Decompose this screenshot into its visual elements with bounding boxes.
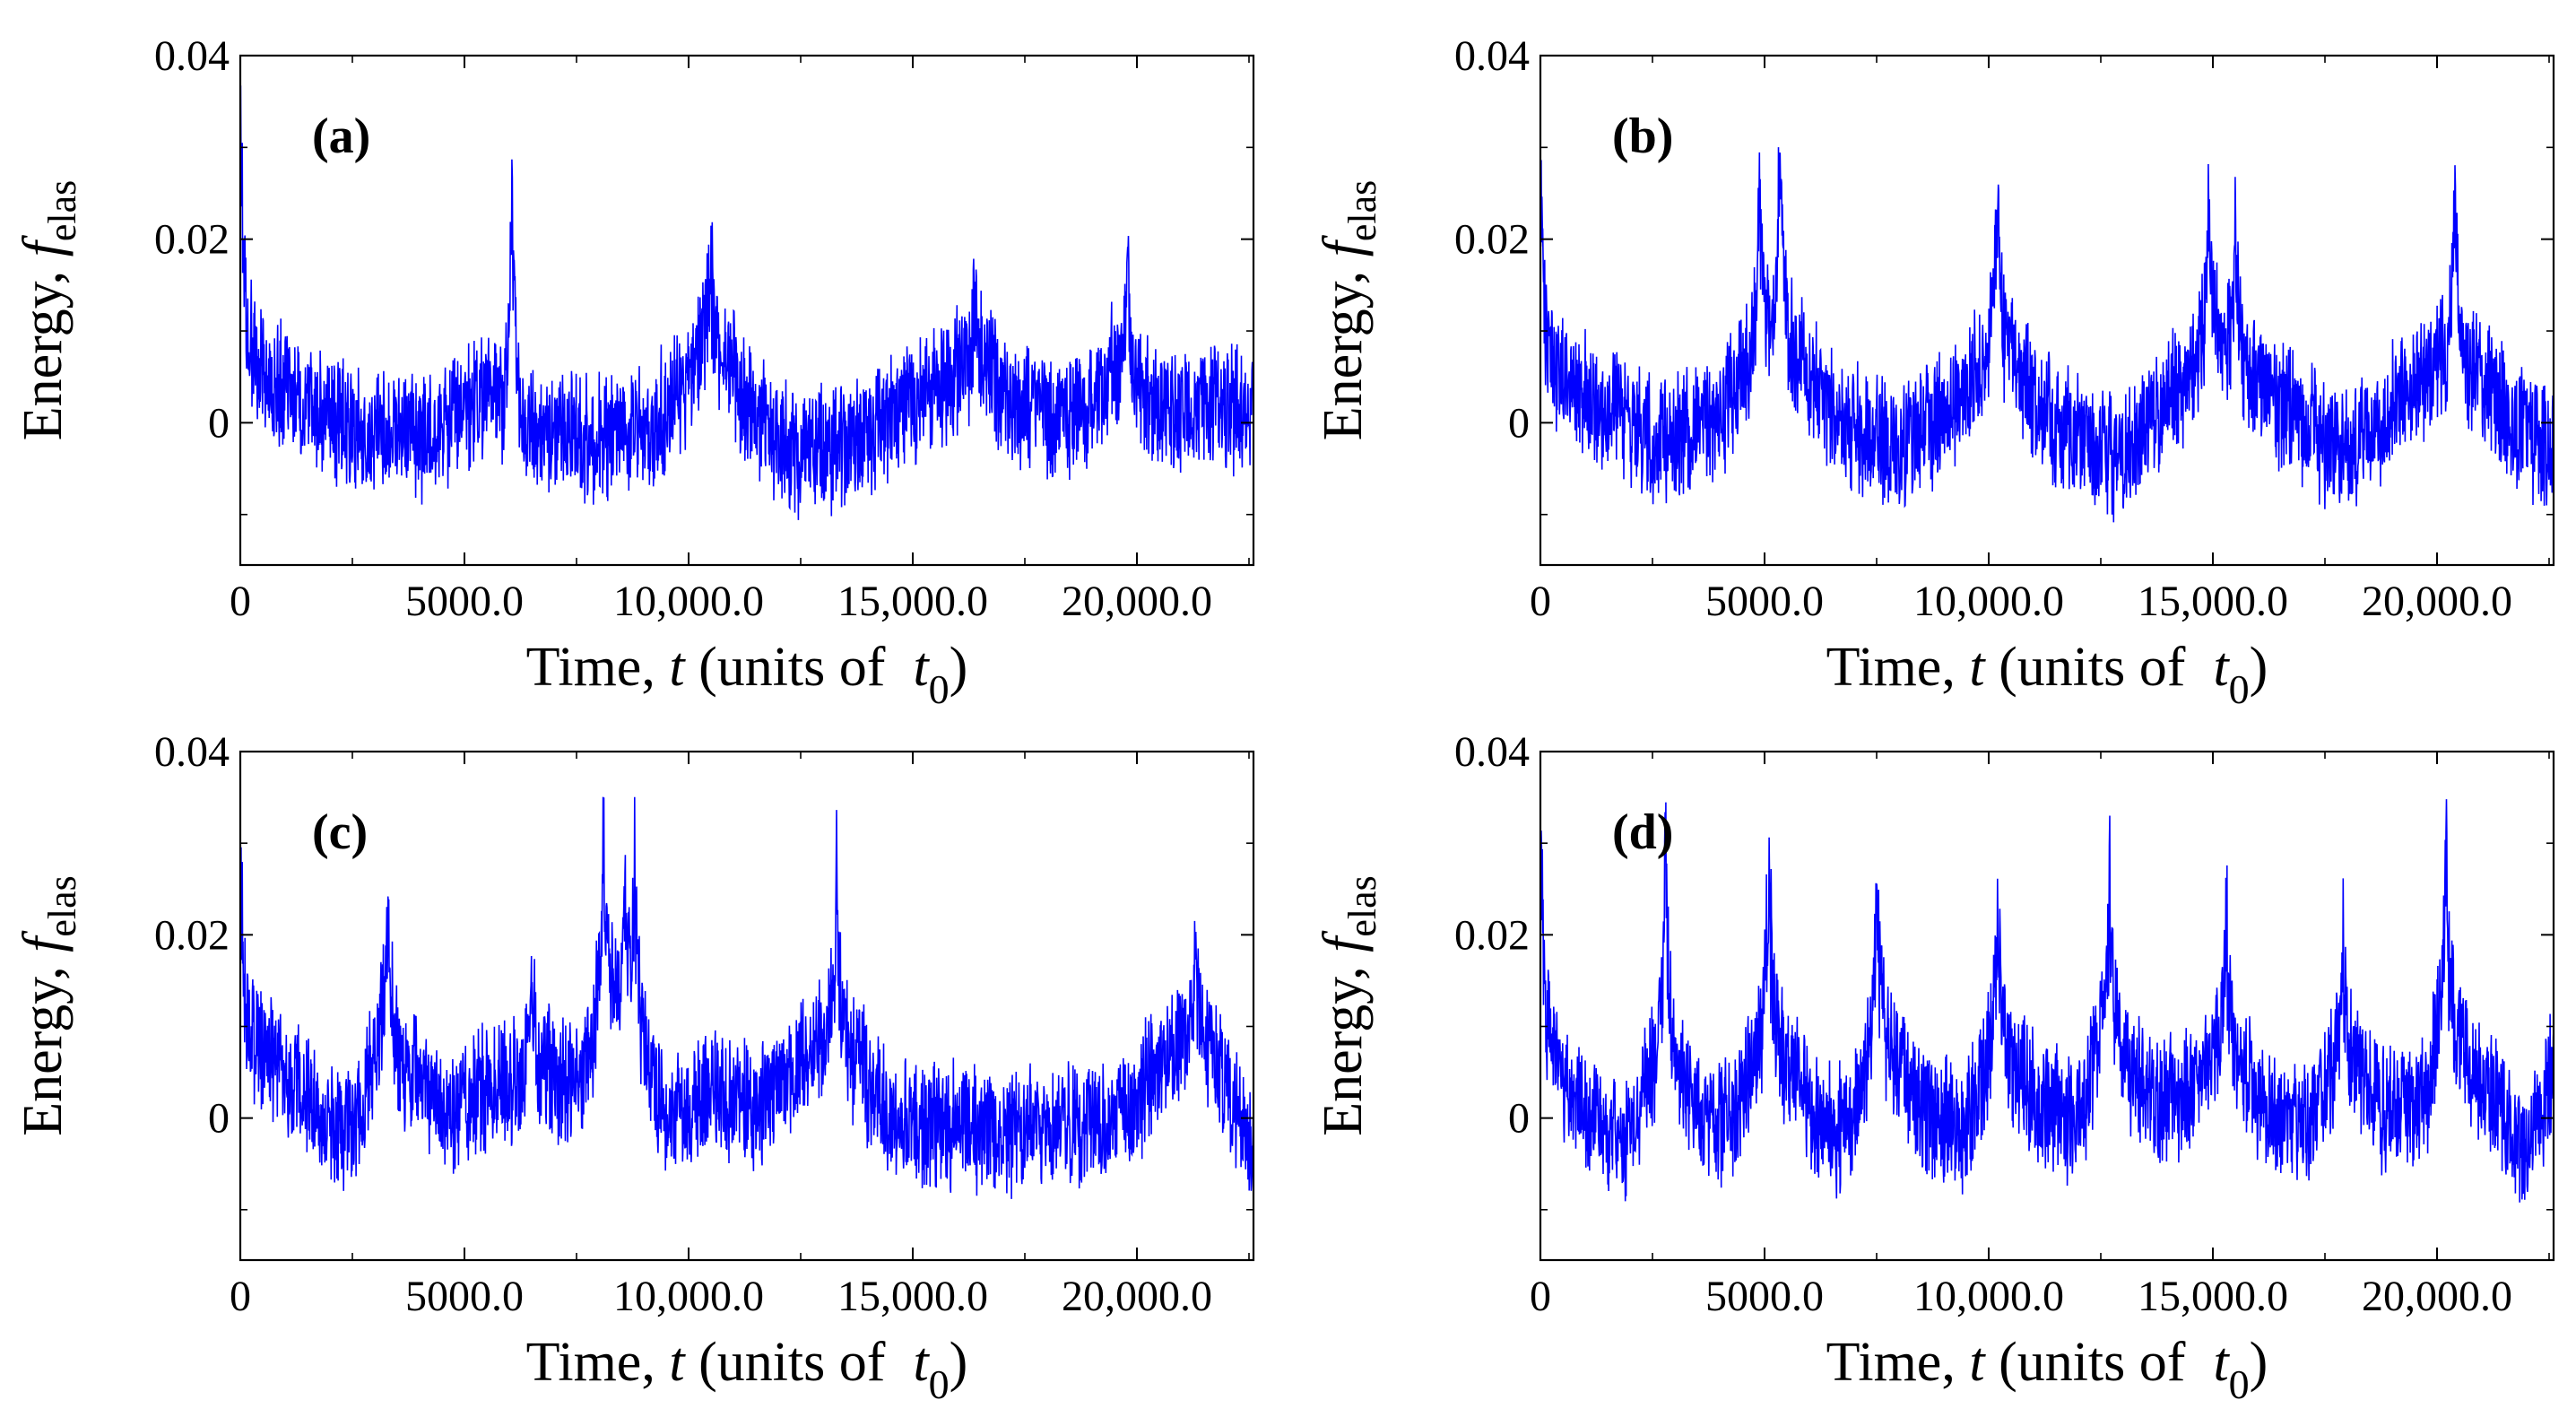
y-tick-label: 0.04: [154, 32, 230, 80]
x-tick-label: 0: [230, 578, 251, 625]
y-tick-label: 0: [208, 399, 230, 447]
panel-label: (d): [1612, 804, 1673, 860]
y-tick-label: 0.02: [154, 911, 230, 959]
chart-panel: 0 5000.0 10,000.0 15,000.0 20,000.0 0 0.02 0.04…: [13, 32, 1255, 712]
chart-panel: 0 5000.0 10,000.0 15,000.0 20,000.0 0 0.02 0.04…: [1313, 32, 2555, 712]
y-tick-label: 0.02: [1454, 911, 1530, 959]
x-tick-label: 5000.0: [1705, 578, 1824, 625]
y-tick-label: 0.04: [1454, 32, 1530, 80]
chart-panel: 0 5000.0 10,000.0 15,000.0 20,000.0 0 0.02 0.04…: [13, 728, 1255, 1407]
y-tick-label: 0: [208, 1095, 230, 1143]
y-axis-label: Energy, felas: [13, 180, 84, 441]
x-tick-label: 0: [230, 1273, 251, 1320]
x-tick-label: 20,000.0: [1062, 578, 1212, 625]
x-axis-label: Time, t (units of t0): [526, 637, 968, 712]
y-tick-label: 0: [1508, 399, 1530, 447]
x-axis-label: Time, t (units of t0): [1826, 1332, 2268, 1407]
x-tick-label: 0: [1530, 578, 1551, 625]
series-line: [240, 796, 1253, 1199]
x-axis-label: Time, t (units of t0): [1826, 637, 2268, 712]
x-tick-label: 15,000.0: [2138, 1273, 2288, 1320]
x-tick-label: 10,000.0: [613, 578, 764, 625]
y-tick-label: 0.02: [154, 216, 230, 264]
y-tick-label: 0.04: [154, 728, 230, 776]
x-tick-label: 10,000.0: [613, 1273, 764, 1320]
panels: 0 5000.0 10,000.0 15,000.0 20,000.0 0 0.02 0.04…: [13, 32, 2555, 1407]
series-line: [240, 85, 1253, 520]
x-tick-label: 20,000.0: [1062, 1273, 1212, 1320]
panel-label: (a): [312, 109, 370, 164]
x-tick-label: 10,000.0: [1913, 578, 2064, 625]
x-tick-label: 5000.0: [405, 1273, 524, 1320]
plot-frame: [1539, 54, 2555, 567]
x-tick-label: 5000.0: [1705, 1273, 1824, 1320]
y-axis-label: Energy, felas: [13, 875, 84, 1136]
chart-panel: 0 5000.0 10,000.0 15,000.0 20,000.0 0 0.02 0.04…: [1313, 728, 2555, 1407]
y-tick-label: 0.04: [1454, 728, 1530, 776]
x-axis-label: Time, t (units of t0): [526, 1332, 968, 1407]
x-tick-label: 0: [1530, 1273, 1551, 1320]
series-line: [1540, 799, 2554, 1203]
x-tick-label: 15,000.0: [2138, 578, 2288, 625]
plot-frame: [239, 54, 1255, 567]
x-tick-label: 15,000.0: [837, 1273, 988, 1320]
x-tick-label: 5000.0: [405, 578, 524, 625]
plot-frame: [1539, 750, 2555, 1262]
y-axis-label: Energy, felas: [1313, 180, 1384, 441]
x-tick-label: 15,000.0: [837, 578, 988, 625]
x-tick-label: 20,000.0: [2362, 578, 2512, 625]
panel-label: (b): [1612, 109, 1673, 164]
x-tick-label: 10,000.0: [1913, 1273, 2064, 1320]
y-tick-label: 0: [1508, 1095, 1530, 1143]
panel-label: (c): [312, 804, 368, 860]
series-line: [1540, 147, 2554, 523]
y-tick-label: 0.02: [1454, 216, 1530, 264]
x-tick-label: 20,000.0: [2362, 1273, 2512, 1320]
plot-frame: [239, 750, 1255, 1262]
y-axis-label: Energy, felas: [1313, 875, 1384, 1136]
